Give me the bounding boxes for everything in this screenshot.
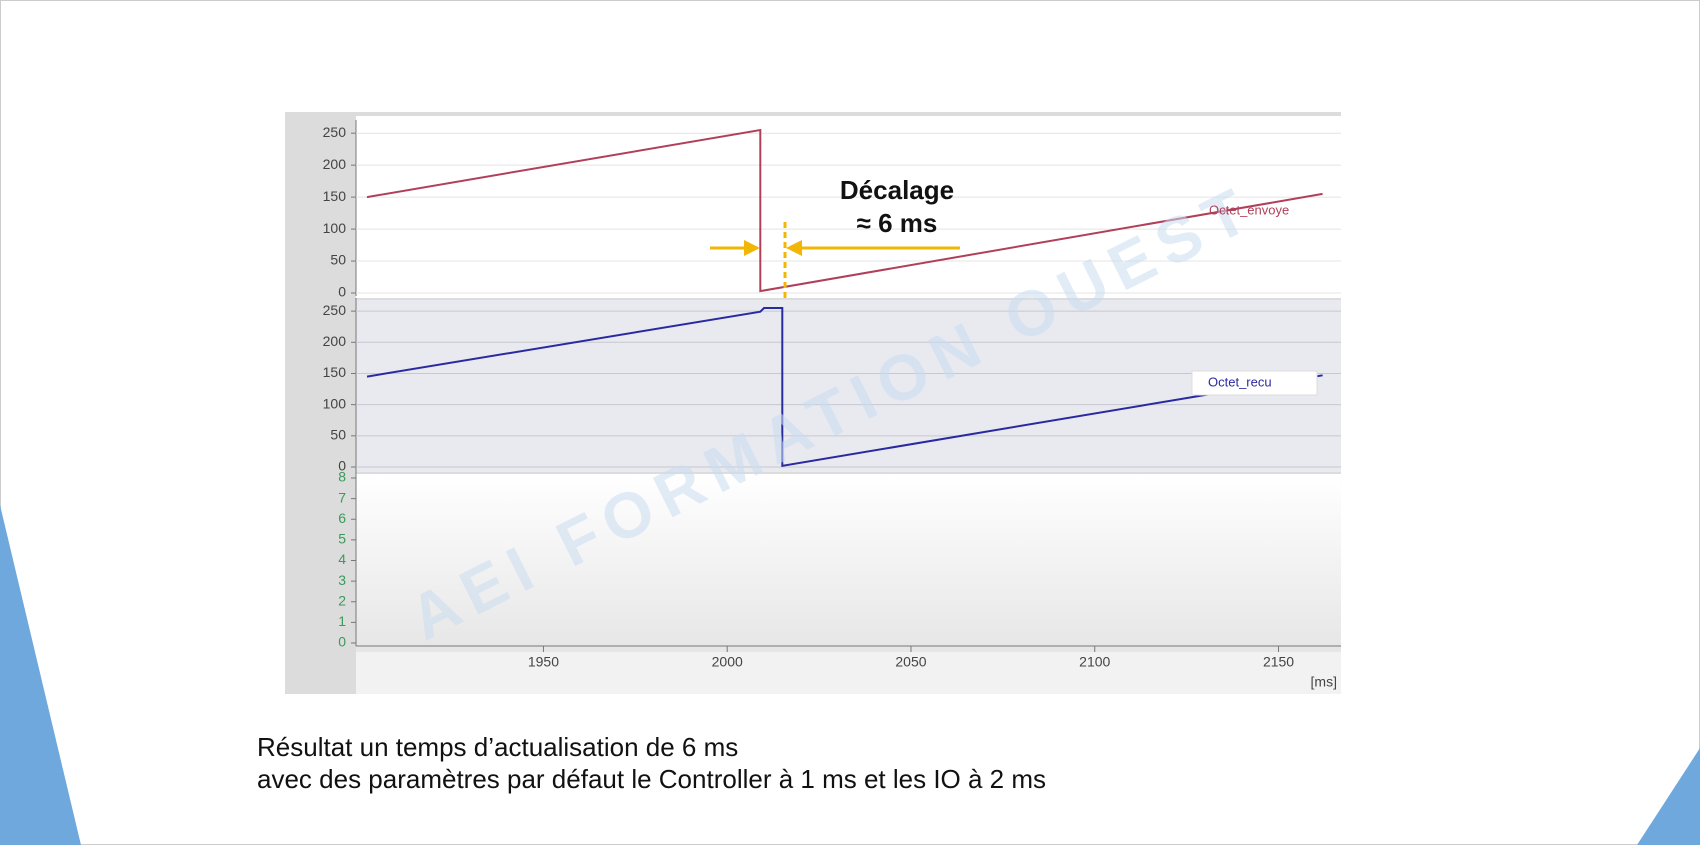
annotation: Décalage (840, 175, 954, 205)
panel-bg (356, 474, 1341, 652)
plots: 0 50 100 150 200 250 0 50 100 150 200 250 0 1 2 3 4 5 6 7 8 1… (323, 120, 1341, 690)
decor-right (1637, 748, 1700, 845)
x-tick-label: 2100 (1079, 654, 1110, 670)
x-axis-bg (356, 652, 1341, 694)
line-series (366, 307, 1323, 467)
caption: avec des paramètres par défaut le Contro… (257, 764, 1046, 794)
x-tick-label: 1950 (528, 654, 559, 670)
x-axis-label: [ms] (1311, 674, 1337, 690)
y-tick-label: 150 (323, 188, 347, 204)
legend-box (1191, 370, 1318, 396)
y-tick-label: 200 (323, 156, 347, 172)
y-tick-label: 8 (338, 469, 346, 485)
line-series (366, 128, 1323, 293)
x-tick-label: 2050 (895, 654, 926, 670)
y-tick-label: 3 (338, 572, 346, 588)
y-tick-label: 100 (323, 395, 347, 411)
annotation: ≈ 6 ms (857, 208, 938, 238)
panel-bg (356, 300, 1341, 472)
legend-label: Octet_envoye (1209, 202, 1289, 217)
y-tick-label: 5 (338, 531, 346, 547)
caption: Résultat un temps d’actualisation de 6 m… (257, 732, 738, 762)
offset-arrows (710, 222, 960, 298)
y-tick-label: 2 (338, 592, 346, 608)
y-tick-label: 150 (323, 364, 347, 380)
y-tick-label: 250 (323, 124, 347, 140)
x-tick-label: 2000 (712, 654, 743, 670)
x-tick-label: 2150 (1263, 654, 1294, 670)
y-tick-label: 50 (330, 252, 346, 268)
y-tick-label: 250 (323, 302, 347, 318)
y-tick-label: 1 (338, 613, 346, 629)
y-tick-label: 100 (323, 220, 347, 236)
panel-bg (356, 116, 1341, 298)
y-tick-label: 0 (338, 284, 346, 300)
y-tick-label: 0 (338, 634, 346, 650)
legend-label: Octet_recu (1208, 374, 1272, 389)
y-tick-label: 6 (338, 510, 346, 526)
decor-left (0, 505, 81, 845)
y-tick-label: 7 (338, 489, 346, 505)
y-tick-label: 50 (330, 427, 346, 443)
y-tick-label: 200 (323, 333, 347, 349)
y-tick-label: 0 (338, 458, 346, 474)
y-tick-label: 4 (338, 551, 346, 567)
